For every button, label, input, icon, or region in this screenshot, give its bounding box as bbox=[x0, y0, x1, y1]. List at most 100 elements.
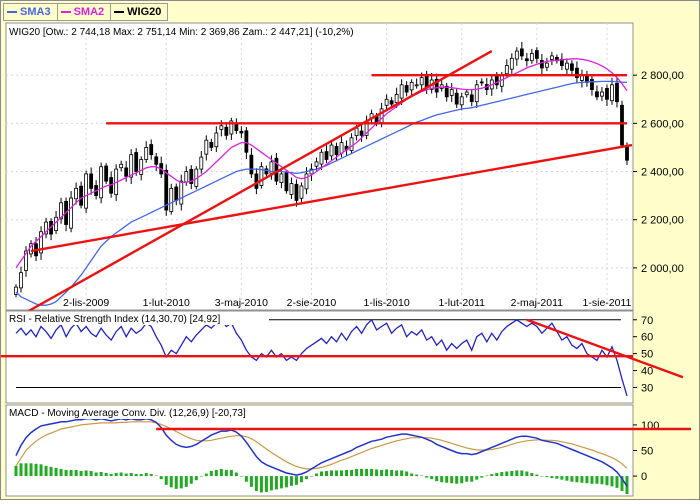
x-tick-label: 1-sie-2011 bbox=[583, 297, 632, 309]
macd-hist-bar bbox=[365, 468, 369, 477]
0-ytick-label: 2 000,00 bbox=[641, 263, 684, 275]
candle-body bbox=[534, 50, 539, 59]
2-ytick-label: 50 bbox=[641, 446, 653, 458]
macd-hist-bar bbox=[159, 476, 163, 480]
2-ytick-label: 0 bbox=[641, 471, 647, 483]
candle-body bbox=[564, 62, 569, 70]
candle-body bbox=[334, 146, 339, 156]
macd-hist-bar bbox=[199, 476, 203, 477]
0-ytick-label: 2 800,00 bbox=[641, 70, 684, 82]
candle-body bbox=[79, 185, 84, 206]
candle-body bbox=[209, 141, 214, 148]
candle-body bbox=[124, 167, 129, 177]
candle-body bbox=[244, 130, 249, 153]
macd-signal-line bbox=[15, 421, 628, 470]
candle-body bbox=[229, 120, 234, 135]
macd-title-bg bbox=[7, 406, 269, 419]
macd-hist-bar bbox=[129, 473, 133, 477]
candle-body bbox=[324, 151, 329, 160]
macd-hist-bar bbox=[79, 470, 83, 477]
macd-hist-bar bbox=[314, 473, 318, 477]
macd-hist-bar bbox=[440, 476, 444, 483]
candle-body bbox=[214, 132, 219, 148]
macd-hist-bar bbox=[610, 476, 614, 487]
candle-body bbox=[144, 147, 149, 160]
macd-hist-bar bbox=[154, 475, 158, 477]
macd-hist-bar bbox=[189, 476, 193, 484]
macd-hist-bar bbox=[279, 476, 283, 489]
1-ytick-label: 60 bbox=[641, 332, 653, 344]
macd-hist-bar bbox=[224, 469, 228, 477]
candle-body bbox=[74, 187, 79, 200]
candle-body bbox=[249, 154, 254, 175]
candle-body bbox=[149, 144, 154, 156]
macd-hist-bar bbox=[560, 476, 564, 480]
macd-hist-bar bbox=[370, 468, 374, 477]
macd-hist-bar bbox=[445, 476, 449, 483]
legend-swatch-sma3 bbox=[7, 11, 17, 13]
candle-body bbox=[314, 161, 319, 167]
macd-hist-bar bbox=[179, 476, 183, 489]
candle-body bbox=[59, 202, 63, 220]
macd-title: MACD - Moving Average Conv. Div. (12,26,… bbox=[9, 408, 246, 419]
macd-hist-bar bbox=[340, 470, 344, 477]
candle-body bbox=[419, 77, 424, 86]
macd-hist-bar bbox=[119, 472, 123, 477]
candle-body bbox=[424, 74, 429, 88]
candle-body bbox=[529, 53, 534, 62]
candle-body bbox=[254, 173, 259, 189]
macd-hist-bar bbox=[299, 476, 303, 483]
macd-hist-bar bbox=[475, 476, 479, 480]
candle-body bbox=[625, 145, 629, 161]
macd-hist-bar bbox=[219, 468, 223, 477]
macd-hist-bar bbox=[430, 476, 434, 480]
macd-hist-bar bbox=[64, 469, 68, 477]
macd-hist-bar bbox=[595, 476, 599, 484]
macd-hist-bar bbox=[615, 476, 619, 488]
macd-hist-bar bbox=[239, 476, 243, 477]
legend-swatch-wig20 bbox=[114, 11, 125, 13]
macd-hist-bar bbox=[345, 469, 349, 477]
macd-hist-bar bbox=[164, 476, 168, 485]
candle-body bbox=[169, 187, 174, 212]
macd-hist-bar bbox=[415, 474, 419, 477]
candle-body bbox=[204, 139, 209, 155]
candle-body bbox=[414, 84, 419, 87]
macd-hist-bar bbox=[420, 475, 424, 477]
macd-hist-bar bbox=[24, 463, 28, 477]
macd-hist-bar bbox=[284, 476, 288, 488]
candle-body bbox=[524, 58, 529, 62]
candle-body bbox=[539, 60, 544, 69]
macd-hist-bar bbox=[555, 476, 559, 479]
macd-hist-bar bbox=[380, 469, 384, 477]
macd-hist-bar bbox=[109, 474, 113, 477]
macd-hist-bar bbox=[460, 476, 464, 484]
legend-label-sma2: SMA2 bbox=[73, 6, 105, 18]
macd-hist-bar bbox=[535, 474, 539, 477]
macd-hist-bar bbox=[390, 469, 394, 477]
macd-hist-bar bbox=[605, 476, 609, 486]
macd-hist-bar bbox=[184, 476, 188, 487]
macd-hist-bar bbox=[385, 469, 389, 477]
candle-body bbox=[570, 63, 574, 71]
candle-body bbox=[349, 137, 354, 151]
candle-body bbox=[89, 173, 94, 189]
macd-hist-bar bbox=[19, 463, 23, 477]
x-tick-label: 1-lis-2010 bbox=[364, 297, 410, 309]
macd-hist-bar bbox=[510, 470, 514, 477]
candle-body bbox=[134, 152, 139, 172]
legend-item-wig20: WIG20 bbox=[111, 4, 167, 20]
macd-hist-bar bbox=[149, 474, 153, 477]
candle-body bbox=[519, 48, 524, 57]
legend-item-sma2: SMA2 bbox=[58, 4, 112, 20]
rsi-title: RSI - Relative Strength Index (14,30,70)… bbox=[9, 314, 220, 325]
0-ytick-label: 2 400,00 bbox=[641, 167, 684, 179]
x-tick-label: 3-maj-2010 bbox=[215, 297, 268, 309]
macd-hist-bar bbox=[94, 472, 98, 477]
candle-body bbox=[449, 89, 454, 96]
macd-hist-bar bbox=[134, 474, 138, 477]
macd-hist-bar bbox=[229, 469, 233, 477]
macd-hist-bar bbox=[585, 476, 589, 484]
macd-hist-bar bbox=[570, 476, 574, 482]
candle-body bbox=[600, 91, 604, 97]
